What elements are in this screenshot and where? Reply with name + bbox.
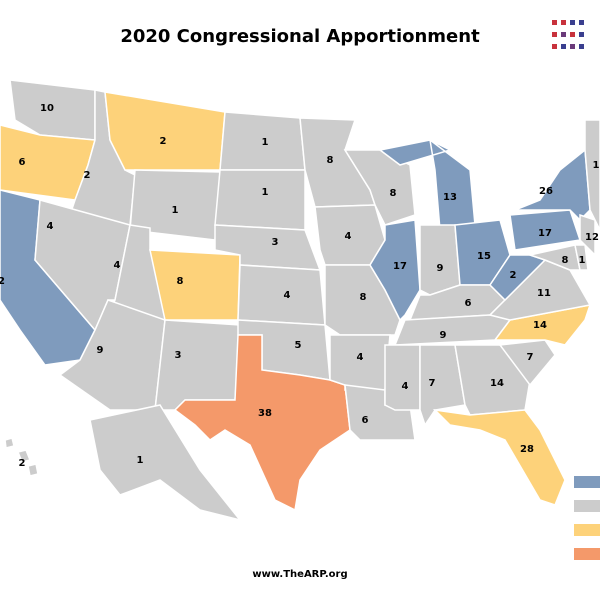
legend-swatch (574, 524, 600, 536)
legend-swatch (574, 500, 600, 512)
state-seat-count: 15 (477, 251, 491, 262)
state-seat-count: 13 (443, 192, 457, 203)
state-seat-count: 14 (533, 320, 547, 331)
state-seat-count: 4 (114, 260, 121, 271)
state (369, 219, 421, 322)
state-seat-count: 2 (84, 170, 91, 181)
state (89, 404, 242, 522)
state-seat-count: 3 (272, 237, 279, 248)
state-seat-count: 6 (362, 415, 369, 426)
state-seat-count: 7 (429, 378, 436, 389)
state (214, 169, 306, 231)
state-seat-count: 8 (390, 188, 397, 199)
state (154, 319, 241, 411)
state-seat-count: 7 (527, 352, 534, 363)
state-seat-count: 3 (175, 350, 182, 361)
state-seat-count: 4 (284, 290, 291, 301)
state-seat-count: 6 (465, 298, 472, 309)
state (579, 213, 596, 257)
state (498, 339, 556, 387)
state-seat-count: 8 (177, 276, 184, 287)
state (574, 244, 589, 271)
state-seat-count: 6 (19, 157, 26, 168)
state-seat-count: 9 (437, 263, 444, 274)
state-seat-count: 1 (579, 255, 586, 266)
state-seat-count: 38 (258, 408, 272, 419)
state-labels: 1065224214893113453884846817139156947142… (0, 103, 600, 469)
state (149, 249, 241, 321)
state-seat-count: 52 (0, 276, 5, 287)
state (393, 314, 512, 346)
logo (552, 20, 584, 49)
state-seat-count: 4 (47, 221, 54, 232)
state-seat-count: 28 (520, 444, 534, 455)
state-seat-count: 4 (357, 352, 364, 363)
state-seat-count: 8 (562, 255, 569, 266)
states (0, 79, 600, 522)
state (584, 119, 600, 231)
state-seat-count: 1 (262, 137, 269, 148)
title: 2020 Congressional Apportionment (120, 26, 480, 47)
legend (574, 476, 600, 560)
state-seat-count: 17 (538, 228, 552, 239)
state-seat-count: 11 (537, 288, 551, 299)
state (527, 244, 581, 271)
state (419, 224, 461, 296)
state-seat-count: 14 (490, 378, 504, 389)
state-seat-count: 26 (539, 186, 553, 197)
state-seat-count: 1 (172, 205, 179, 216)
state-seat-count: 10 (40, 103, 54, 114)
legend-swatch (574, 548, 600, 560)
footer-url: www.TheARP.org (252, 569, 347, 580)
state-seat-count: 5 (295, 340, 302, 351)
state-seat-count: 8 (360, 292, 367, 303)
state (4, 437, 39, 477)
state-seat-count: 12 (585, 232, 599, 243)
state-seat-count: 4 (402, 381, 409, 392)
state-seat-count: 2 (19, 458, 26, 469)
state-seat-count: 2 (160, 136, 167, 147)
state-seat-count: 9 (440, 330, 447, 341)
state-seat-count: 2 (510, 270, 517, 281)
state-seat-count: 1 (262, 187, 269, 198)
state-seat-count: 1 (593, 160, 600, 171)
state-seat-count: 4 (345, 231, 352, 242)
legend-swatch (574, 476, 600, 488)
state-seat-count: 17 (393, 261, 407, 272)
state-seat-count: 1 (137, 455, 144, 466)
state-seat-count: 8 (327, 155, 334, 166)
state-seat-count: 9 (97, 345, 104, 356)
state (384, 344, 421, 411)
state (237, 264, 326, 326)
state (432, 408, 566, 506)
